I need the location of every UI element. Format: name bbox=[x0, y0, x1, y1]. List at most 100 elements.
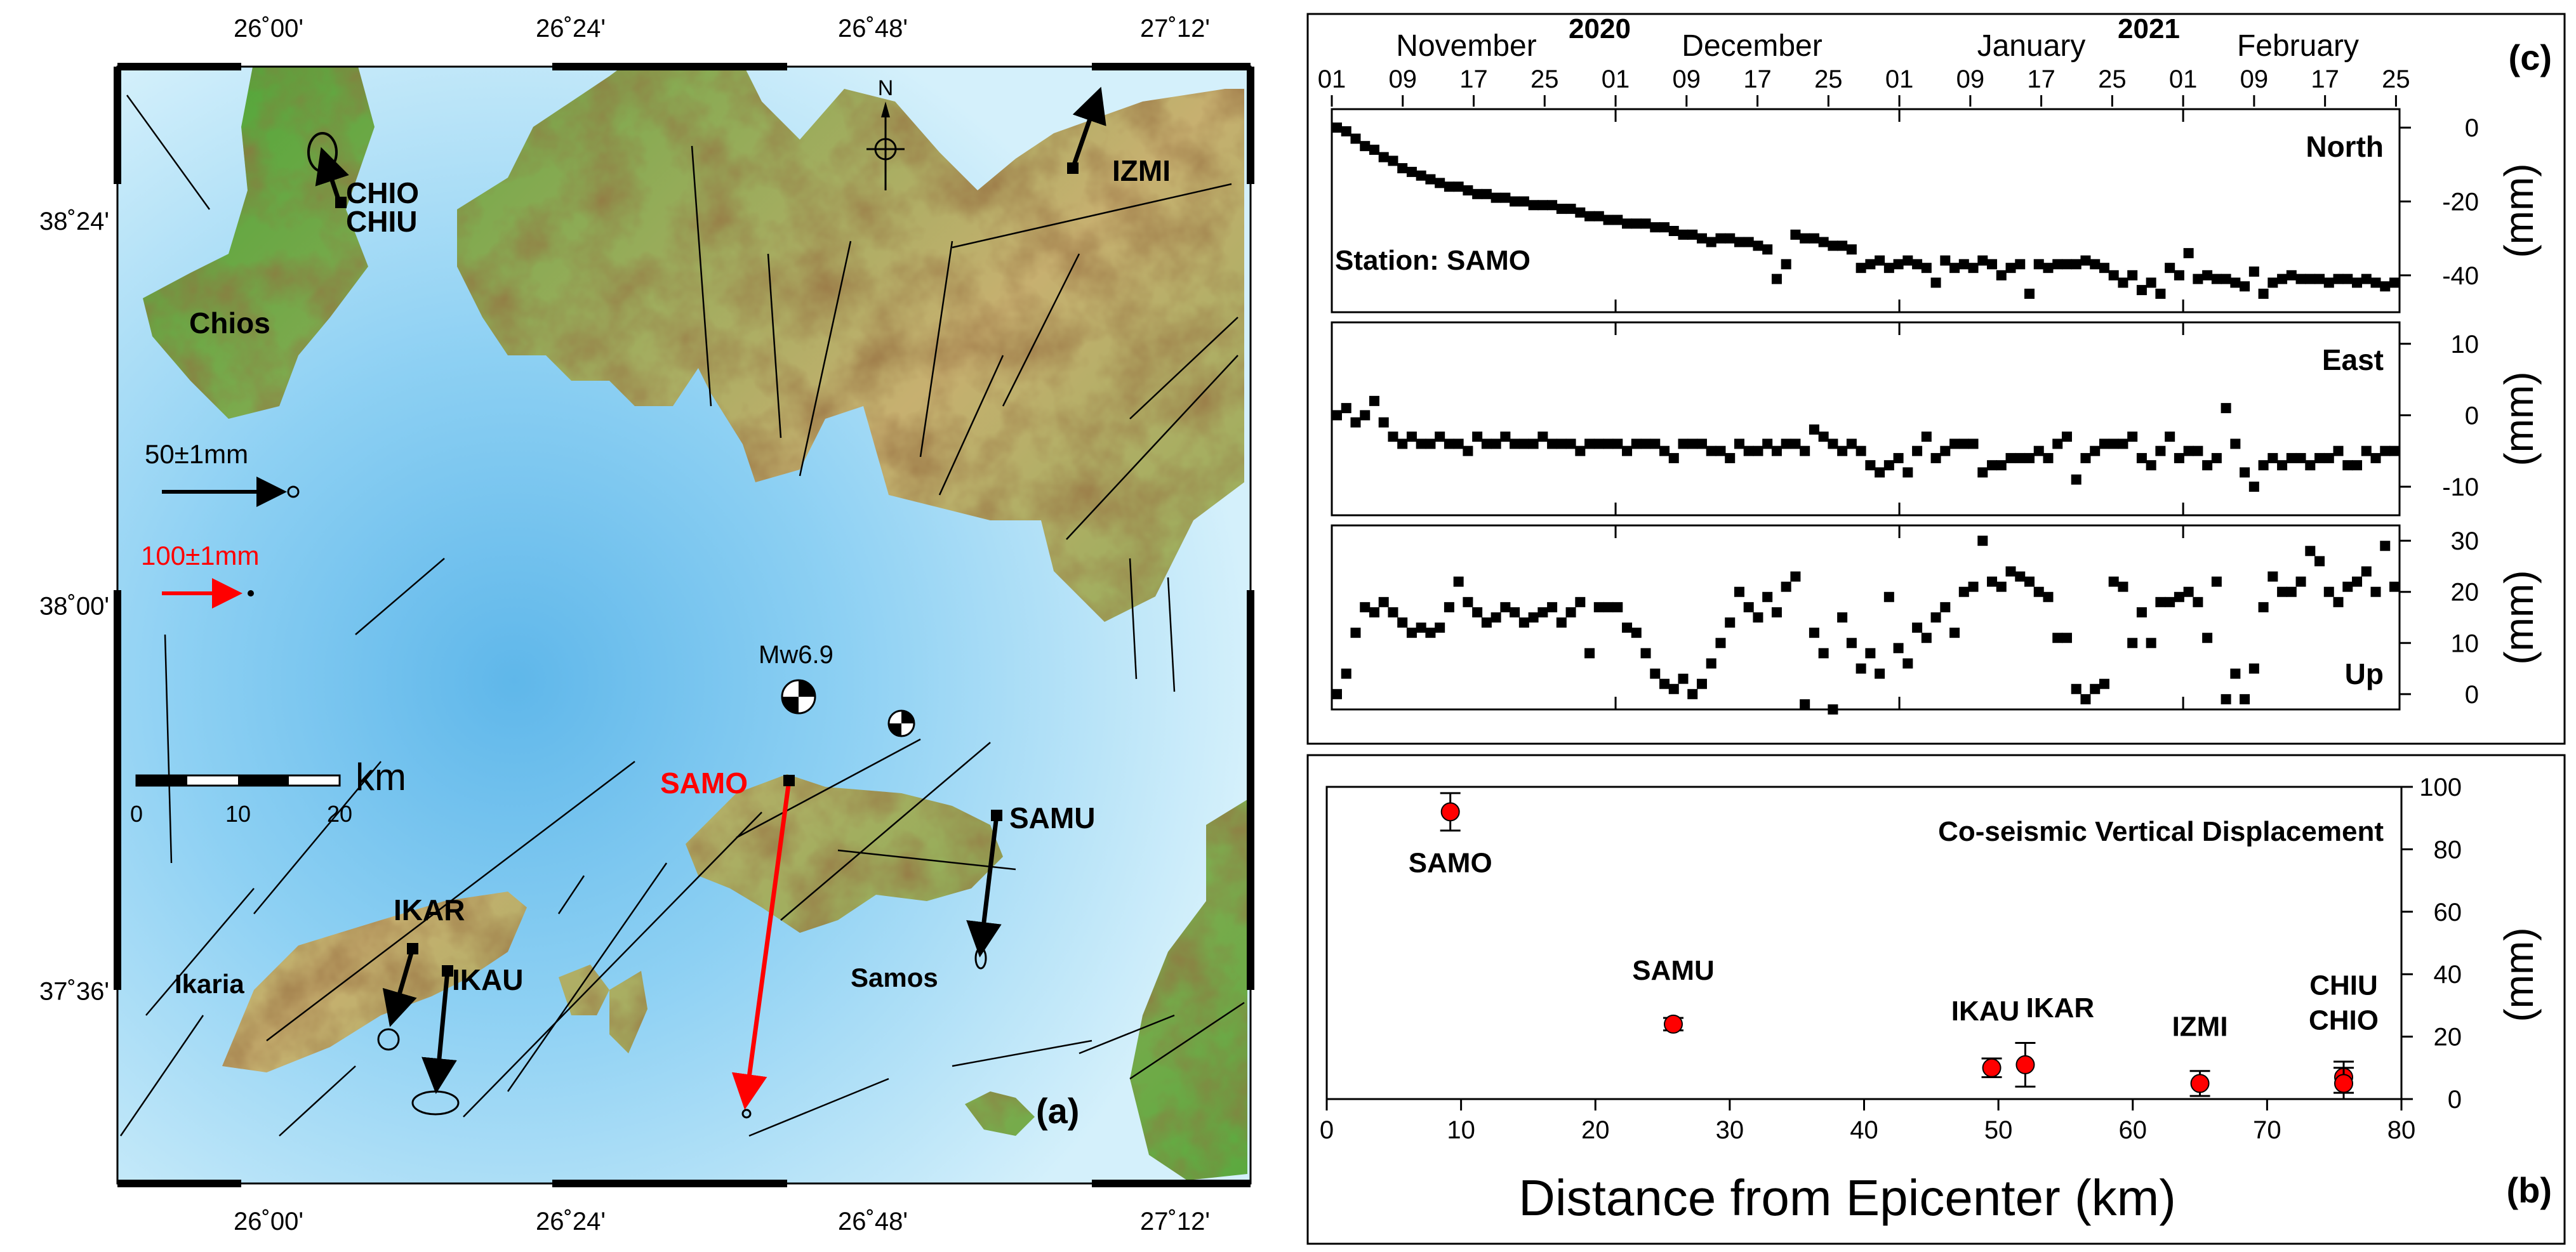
point-north-2 bbox=[1350, 133, 1361, 144]
point-north-79 bbox=[2071, 259, 2081, 270]
station-label-izmi: IZMI bbox=[1112, 154, 1171, 187]
point-up-42 bbox=[1725, 617, 1736, 628]
point-up-99 bbox=[2258, 602, 2269, 612]
point-east-26 bbox=[1575, 445, 1586, 456]
point-east-33 bbox=[1640, 438, 1651, 449]
point-east-77 bbox=[2052, 438, 2063, 449]
timeseries-panel-label: (c) bbox=[2509, 37, 2552, 77]
xtick-0: 0 bbox=[1320, 1116, 1334, 1144]
point-up-73 bbox=[2015, 571, 2026, 582]
point-north-21 bbox=[1528, 200, 1539, 211]
point-up-16 bbox=[1481, 617, 1492, 628]
point-east-51 bbox=[1809, 424, 1819, 435]
point-north-45 bbox=[1753, 241, 1763, 251]
point-east-94 bbox=[2211, 452, 2222, 463]
vertical-displacement-plot: 0 10 20 30 40 50 60 70 80 0 20 40 60 80 100 SAMO SAMU IKA… bbox=[1320, 774, 2462, 1144]
point-east-62 bbox=[1912, 445, 1923, 456]
point-up-33 bbox=[1640, 648, 1651, 659]
point-north-106 bbox=[2323, 277, 2334, 288]
longitude-label-bottom-2: 26˚48' bbox=[838, 1208, 908, 1236]
north-arrow: N bbox=[866, 76, 905, 190]
point-east-10 bbox=[1425, 438, 1436, 449]
year-label-0: 2020 bbox=[1569, 13, 1631, 44]
point-north-113 bbox=[2389, 277, 2400, 288]
point-up-1 bbox=[1341, 668, 1351, 679]
point-east-1 bbox=[1341, 403, 1351, 414]
ytick-vd-0: 0 bbox=[2448, 1086, 2462, 1114]
point-up-8 bbox=[1406, 628, 1417, 638]
point-north-88 bbox=[2155, 288, 2166, 299]
point-north-17 bbox=[1490, 192, 1501, 203]
point-east-54 bbox=[1837, 445, 1848, 456]
point-north-14 bbox=[1463, 185, 1473, 195]
point-east-59 bbox=[1883, 460, 1894, 471]
point-up-57 bbox=[1865, 648, 1876, 659]
point-east-79 bbox=[2071, 474, 2081, 485]
point-up-23 bbox=[1547, 602, 1558, 612]
point-up-80 bbox=[2080, 694, 2091, 704]
point-east-57 bbox=[1865, 460, 1876, 471]
point-up-77 bbox=[2052, 633, 2063, 643]
point-north-29 bbox=[1603, 214, 1614, 225]
fault-lines bbox=[119, 95, 1245, 1137]
xtick-1: 10 bbox=[1447, 1116, 1475, 1144]
point-north-19 bbox=[1510, 196, 1520, 207]
point-east-9 bbox=[1416, 438, 1426, 449]
point-east-110 bbox=[2361, 445, 2372, 456]
point-east-92 bbox=[2193, 445, 2203, 456]
ytick-east-2: -10 bbox=[2442, 473, 2479, 501]
point-up-18 bbox=[1500, 602, 1511, 612]
point-north-49 bbox=[1790, 229, 1801, 240]
point-north-110 bbox=[2361, 273, 2372, 284]
point-north-66 bbox=[1949, 263, 1960, 273]
month-label-3: February bbox=[2237, 29, 2359, 63]
point-up-20 bbox=[1518, 617, 1529, 628]
point-east-5 bbox=[1378, 417, 1389, 428]
point-up-2 bbox=[1350, 628, 1361, 638]
point-north-22 bbox=[1537, 200, 1548, 211]
point-up-82 bbox=[2099, 678, 2109, 689]
point-up-88 bbox=[2155, 596, 2166, 607]
vertical-displacement-ylabel: (mm) bbox=[2496, 927, 2542, 1022]
point-east-13 bbox=[1453, 438, 1464, 449]
point-up-106 bbox=[2323, 586, 2334, 597]
point-north-24 bbox=[1556, 204, 1567, 214]
point-north-94 bbox=[2211, 273, 2222, 284]
day-tick-9: 09 bbox=[1956, 65, 1985, 93]
point-east-102 bbox=[2286, 452, 2297, 463]
point-east-104 bbox=[2305, 460, 2316, 471]
station-label-ikar: IKAR bbox=[394, 893, 465, 926]
point-up-28 bbox=[1593, 602, 1604, 612]
point-east-19 bbox=[1510, 438, 1520, 449]
point-north-86 bbox=[2136, 285, 2147, 296]
point-up-13 bbox=[1453, 576, 1464, 587]
longitude-label-bottom-0: 26˚00' bbox=[234, 1208, 303, 1236]
day-tick-1: 09 bbox=[1389, 65, 1417, 93]
longitude-label-bottom-1: 26˚24' bbox=[536, 1208, 606, 1236]
point-up-15 bbox=[1472, 607, 1483, 617]
point-north-90 bbox=[2174, 270, 2184, 280]
point-north-50 bbox=[1800, 233, 1810, 244]
ytick-vd-5: 100 bbox=[2419, 774, 2462, 801]
point-up-40 bbox=[1706, 658, 1716, 669]
xtick-5: 50 bbox=[1984, 1116, 2013, 1144]
point-east-106 bbox=[2323, 452, 2334, 463]
point-east-86 bbox=[2136, 452, 2147, 463]
point-up-52 bbox=[1818, 648, 1829, 659]
point-north-101 bbox=[2277, 273, 2288, 284]
point-east-58 bbox=[1875, 467, 1885, 478]
point-east-56 bbox=[1856, 445, 1866, 456]
point-up-47 bbox=[1771, 607, 1782, 617]
point-east-64 bbox=[1930, 452, 1941, 463]
point-east-96 bbox=[2230, 438, 2241, 449]
vd-point-izmi: IZMI bbox=[2172, 1011, 2228, 1097]
island-label-ikaria: Ikaria bbox=[175, 969, 244, 999]
latitude-label-0: 38˚24' bbox=[39, 208, 109, 235]
day-tick-0: 01 bbox=[1318, 65, 1346, 93]
day-tick-12: 01 bbox=[2169, 65, 2198, 93]
point-east-98 bbox=[2248, 481, 2259, 492]
point-north-65 bbox=[1940, 255, 1951, 266]
point-north-76 bbox=[2043, 263, 2054, 273]
point-north-18 bbox=[1500, 192, 1511, 203]
point-east-43 bbox=[1734, 438, 1744, 449]
